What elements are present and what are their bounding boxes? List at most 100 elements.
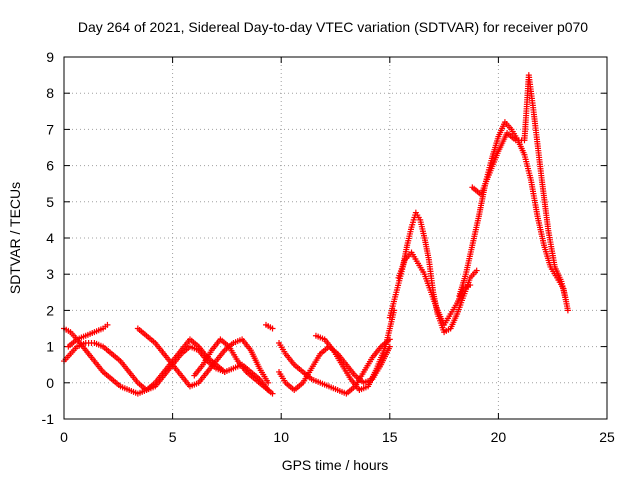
data-point [521, 151, 528, 158]
y-tick-label: 4 [46, 230, 54, 246]
data-point [230, 339, 237, 346]
data-point [365, 383, 372, 390]
data-point [269, 325, 276, 332]
data-point [373, 365, 380, 372]
data-point [230, 365, 237, 372]
data-point [134, 379, 141, 386]
x-tick-label: 5 [169, 429, 177, 445]
data-point [82, 339, 89, 346]
data-point [545, 227, 552, 234]
plot-frame [63, 56, 608, 420]
tick-labels: -1 0 1 2 3 4 5 6 7 8 9 0 5 10 15 20 25 [42, 49, 615, 445]
data-point [317, 350, 324, 357]
data-point [178, 347, 185, 354]
data-point [408, 249, 415, 256]
data-point [117, 358, 124, 365]
data-point [152, 339, 159, 346]
data-point [441, 329, 448, 336]
data-point [91, 329, 98, 336]
x-tick-label: 20 [491, 429, 507, 445]
data-point [91, 358, 98, 365]
data-point [256, 365, 263, 372]
x-tick-label: 10 [273, 429, 289, 445]
data-point [299, 368, 306, 375]
data-point [226, 343, 233, 350]
y-tick-label: 6 [46, 158, 54, 174]
data-point [265, 379, 272, 386]
data-point [91, 339, 98, 346]
data-point [100, 368, 107, 375]
data-point [178, 372, 185, 379]
data-point [369, 354, 376, 361]
data-point [551, 263, 558, 270]
data-point [247, 347, 254, 354]
data-point [404, 242, 411, 249]
data-point [291, 361, 298, 368]
y-tick-label: 3 [46, 266, 54, 282]
data-point [195, 343, 202, 350]
data-point [564, 307, 571, 314]
data-point [282, 350, 289, 357]
data-point [195, 379, 202, 386]
data-point [473, 267, 480, 274]
data-point [538, 177, 545, 184]
data-point [478, 191, 485, 198]
data-point [108, 350, 115, 357]
data-point [239, 336, 246, 343]
data-point [143, 332, 150, 339]
series-track-d [136, 326, 270, 389]
data-point [360, 368, 367, 375]
data-point [152, 379, 159, 386]
data-point [334, 387, 341, 394]
data-point [186, 383, 193, 390]
data-point [525, 72, 532, 79]
data-point [421, 235, 428, 241]
data-point [213, 358, 220, 365]
data-point [317, 379, 324, 386]
y-tick-label: 8 [46, 85, 54, 101]
data-point [260, 383, 267, 390]
data-point [186, 336, 193, 343]
data-point [243, 368, 250, 375]
data-point [562, 296, 569, 303]
data-point [475, 213, 482, 220]
data-point [347, 376, 354, 383]
data-point [143, 387, 150, 394]
data-point [160, 368, 167, 375]
data-point [428, 289, 435, 296]
y-tick-label: -1 [42, 411, 55, 427]
data-point [441, 321, 448, 328]
data-point [221, 347, 228, 354]
data-point [186, 343, 193, 350]
data-point [276, 368, 283, 375]
data-point [269, 390, 276, 397]
data-point [541, 242, 548, 249]
data-point [262, 321, 269, 328]
data-point [117, 383, 124, 390]
data-point [352, 372, 359, 379]
data-point [469, 184, 476, 191]
x-tick-label: 0 [60, 429, 68, 445]
data-point [495, 133, 502, 140]
data-point [467, 274, 474, 281]
data-point [456, 292, 463, 299]
data-point [527, 177, 534, 184]
data-point [417, 216, 424, 223]
data-point [204, 354, 211, 361]
data-point [339, 361, 346, 368]
data-point [486, 169, 493, 176]
data-point [408, 224, 415, 231]
data-point [558, 278, 565, 285]
data-point [321, 336, 328, 343]
y-tick-label: 5 [46, 194, 54, 210]
data-point [534, 213, 541, 220]
data-point [467, 282, 474, 289]
series-track-m [471, 74, 569, 301]
data-point [447, 311, 454, 318]
data-point [200, 361, 207, 368]
data-point [67, 350, 74, 357]
data-point [521, 137, 528, 144]
y-tick-label: 2 [46, 302, 54, 318]
y-tick-label: 7 [46, 121, 54, 137]
y-tick-label: 1 [46, 339, 54, 355]
